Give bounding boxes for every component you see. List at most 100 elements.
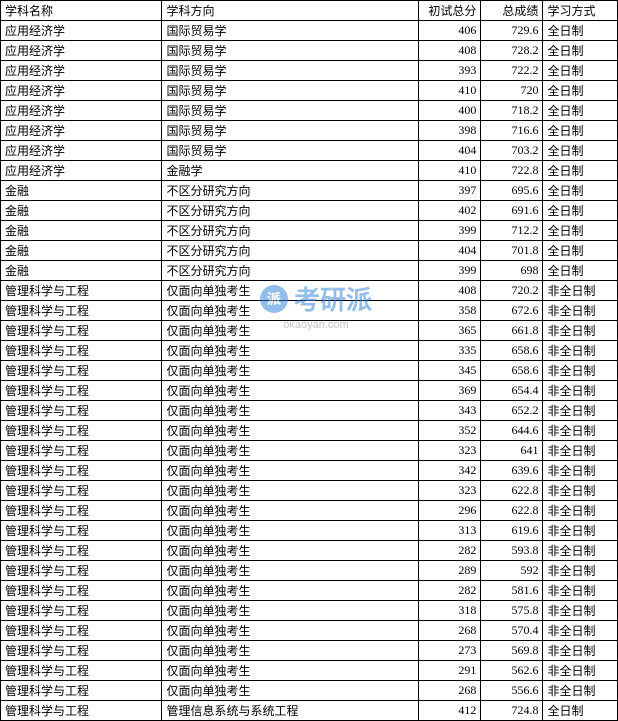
header-score2: 总成绩	[481, 1, 543, 21]
cell-mode: 非全日制	[543, 521, 618, 541]
cell-direction: 国际贸易学	[162, 21, 419, 41]
cell-direction: 仅面向单独考生	[162, 361, 419, 381]
cell-score1: 335	[419, 341, 481, 361]
cell-score2: 619.6	[481, 521, 543, 541]
cell-score2: 695.6	[481, 181, 543, 201]
cell-score2: 562.6	[481, 661, 543, 681]
cell-mode: 全日制	[543, 21, 618, 41]
cell-direction: 不区分研究方向	[162, 221, 419, 241]
cell-score1: 323	[419, 481, 481, 501]
cell-mode: 全日制	[543, 181, 618, 201]
cell-direction: 仅面向单独考生	[162, 621, 419, 641]
table-row: 金融不区分研究方向402691.6全日制	[1, 201, 618, 221]
cell-score2: 712.2	[481, 221, 543, 241]
cell-score2: 722.2	[481, 61, 543, 81]
cell-score2: 639.6	[481, 461, 543, 481]
cell-score1: 412	[419, 701, 481, 721]
table-header-row: 学科名称 学科方向 初试总分 总成绩 学习方式	[1, 1, 618, 21]
table-row: 管理科学与工程仅面向单独考生323622.8非全日制	[1, 481, 618, 501]
cell-score1: 323	[419, 441, 481, 461]
cell-mode: 全日制	[543, 41, 618, 61]
cell-score1: 398	[419, 121, 481, 141]
cell-subject: 金融	[1, 261, 162, 281]
cell-direction: 仅面向单独考生	[162, 581, 419, 601]
table-row: 应用经济学国际贸易学406729.6全日制	[1, 21, 618, 41]
cell-score2: 722.8	[481, 161, 543, 181]
cell-score2: 672.6	[481, 301, 543, 321]
cell-subject: 金融	[1, 201, 162, 221]
cell-direction: 仅面向单独考生	[162, 461, 419, 481]
cell-subject: 应用经济学	[1, 161, 162, 181]
table-row: 应用经济学金融学410722.8全日制	[1, 161, 618, 181]
cell-subject: 管理科学与工程	[1, 401, 162, 421]
cell-subject: 应用经济学	[1, 21, 162, 41]
cell-mode: 非全日制	[543, 681, 618, 701]
cell-mode: 全日制	[543, 241, 618, 261]
cell-direction: 不区分研究方向	[162, 261, 419, 281]
cell-score1: 313	[419, 521, 481, 541]
cell-score1: 404	[419, 241, 481, 261]
cell-score1: 399	[419, 221, 481, 241]
cell-score1: 397	[419, 181, 481, 201]
table-row: 应用经济学国际贸易学410720全日制	[1, 81, 618, 101]
cell-subject: 管理科学与工程	[1, 281, 162, 301]
cell-direction: 仅面向单独考生	[162, 541, 419, 561]
cell-direction: 仅面向单独考生	[162, 341, 419, 361]
cell-direction: 仅面向单独考生	[162, 561, 419, 581]
cell-mode: 非全日制	[543, 401, 618, 421]
cell-mode: 全日制	[543, 121, 618, 141]
cell-score2: 592	[481, 561, 543, 581]
table-row: 管理科学与工程仅面向单独考生282581.6非全日制	[1, 581, 618, 601]
header-mode: 学习方式	[543, 1, 618, 21]
cell-subject: 管理科学与工程	[1, 341, 162, 361]
cell-mode: 全日制	[543, 101, 618, 121]
cell-score1: 408	[419, 41, 481, 61]
cell-mode: 非全日制	[543, 541, 618, 561]
cell-score1: 410	[419, 81, 481, 101]
cell-score1: 410	[419, 161, 481, 181]
table-body: 应用经济学国际贸易学406729.6全日制应用经济学国际贸易学408728.2全…	[1, 21, 618, 721]
cell-direction: 国际贸易学	[162, 61, 419, 81]
cell-subject: 金融	[1, 181, 162, 201]
cell-score2: 652.2	[481, 401, 543, 421]
table-row: 金融不区分研究方向399698全日制	[1, 261, 618, 281]
cell-score2: 661.8	[481, 321, 543, 341]
cell-direction: 不区分研究方向	[162, 181, 419, 201]
cell-subject: 金融	[1, 241, 162, 261]
cell-score1: 296	[419, 501, 481, 521]
cell-score1: 399	[419, 261, 481, 281]
table-row: 金融不区分研究方向397695.6全日制	[1, 181, 618, 201]
cell-direction: 仅面向单独考生	[162, 481, 419, 501]
table-row: 管理科学与工程仅面向单独考生343652.2非全日制	[1, 401, 618, 421]
table-row: 管理科学与工程仅面向单独考生408720.2非全日制	[1, 281, 618, 301]
cell-score1: 268	[419, 681, 481, 701]
cell-subject: 管理科学与工程	[1, 681, 162, 701]
cell-score1: 343	[419, 401, 481, 421]
cell-subject: 应用经济学	[1, 141, 162, 161]
cell-score2: 728.2	[481, 41, 543, 61]
cell-direction: 仅面向单独考生	[162, 381, 419, 401]
cell-subject: 管理科学与工程	[1, 381, 162, 401]
table-row: 管理科学与工程仅面向单独考生296622.8非全日制	[1, 501, 618, 521]
cell-direction: 仅面向单独考生	[162, 521, 419, 541]
cell-subject: 管理科学与工程	[1, 581, 162, 601]
cell-direction: 仅面向单独考生	[162, 681, 419, 701]
table-row: 管理科学与工程仅面向单独考生335658.6非全日制	[1, 341, 618, 361]
table-row: 应用经济学国际贸易学393722.2全日制	[1, 61, 618, 81]
table-row: 管理科学与工程管理信息系统与系统工程412724.8全日制	[1, 701, 618, 721]
cell-subject: 管理科学与工程	[1, 361, 162, 381]
header-score1: 初试总分	[419, 1, 481, 21]
header-subject: 学科名称	[1, 1, 162, 21]
cell-subject: 管理科学与工程	[1, 661, 162, 681]
cell-mode: 非全日制	[543, 281, 618, 301]
cell-mode: 全日制	[543, 201, 618, 221]
cell-mode: 全日制	[543, 161, 618, 181]
cell-direction: 仅面向单独考生	[162, 441, 419, 461]
cell-subject: 应用经济学	[1, 101, 162, 121]
cell-score2: 691.6	[481, 201, 543, 221]
cell-subject: 应用经济学	[1, 61, 162, 81]
cell-score2: 703.2	[481, 141, 543, 161]
cell-mode: 全日制	[543, 701, 618, 721]
cell-score2: 716.6	[481, 121, 543, 141]
table-row: 管理科学与工程仅面向单独考生365661.8非全日制	[1, 321, 618, 341]
